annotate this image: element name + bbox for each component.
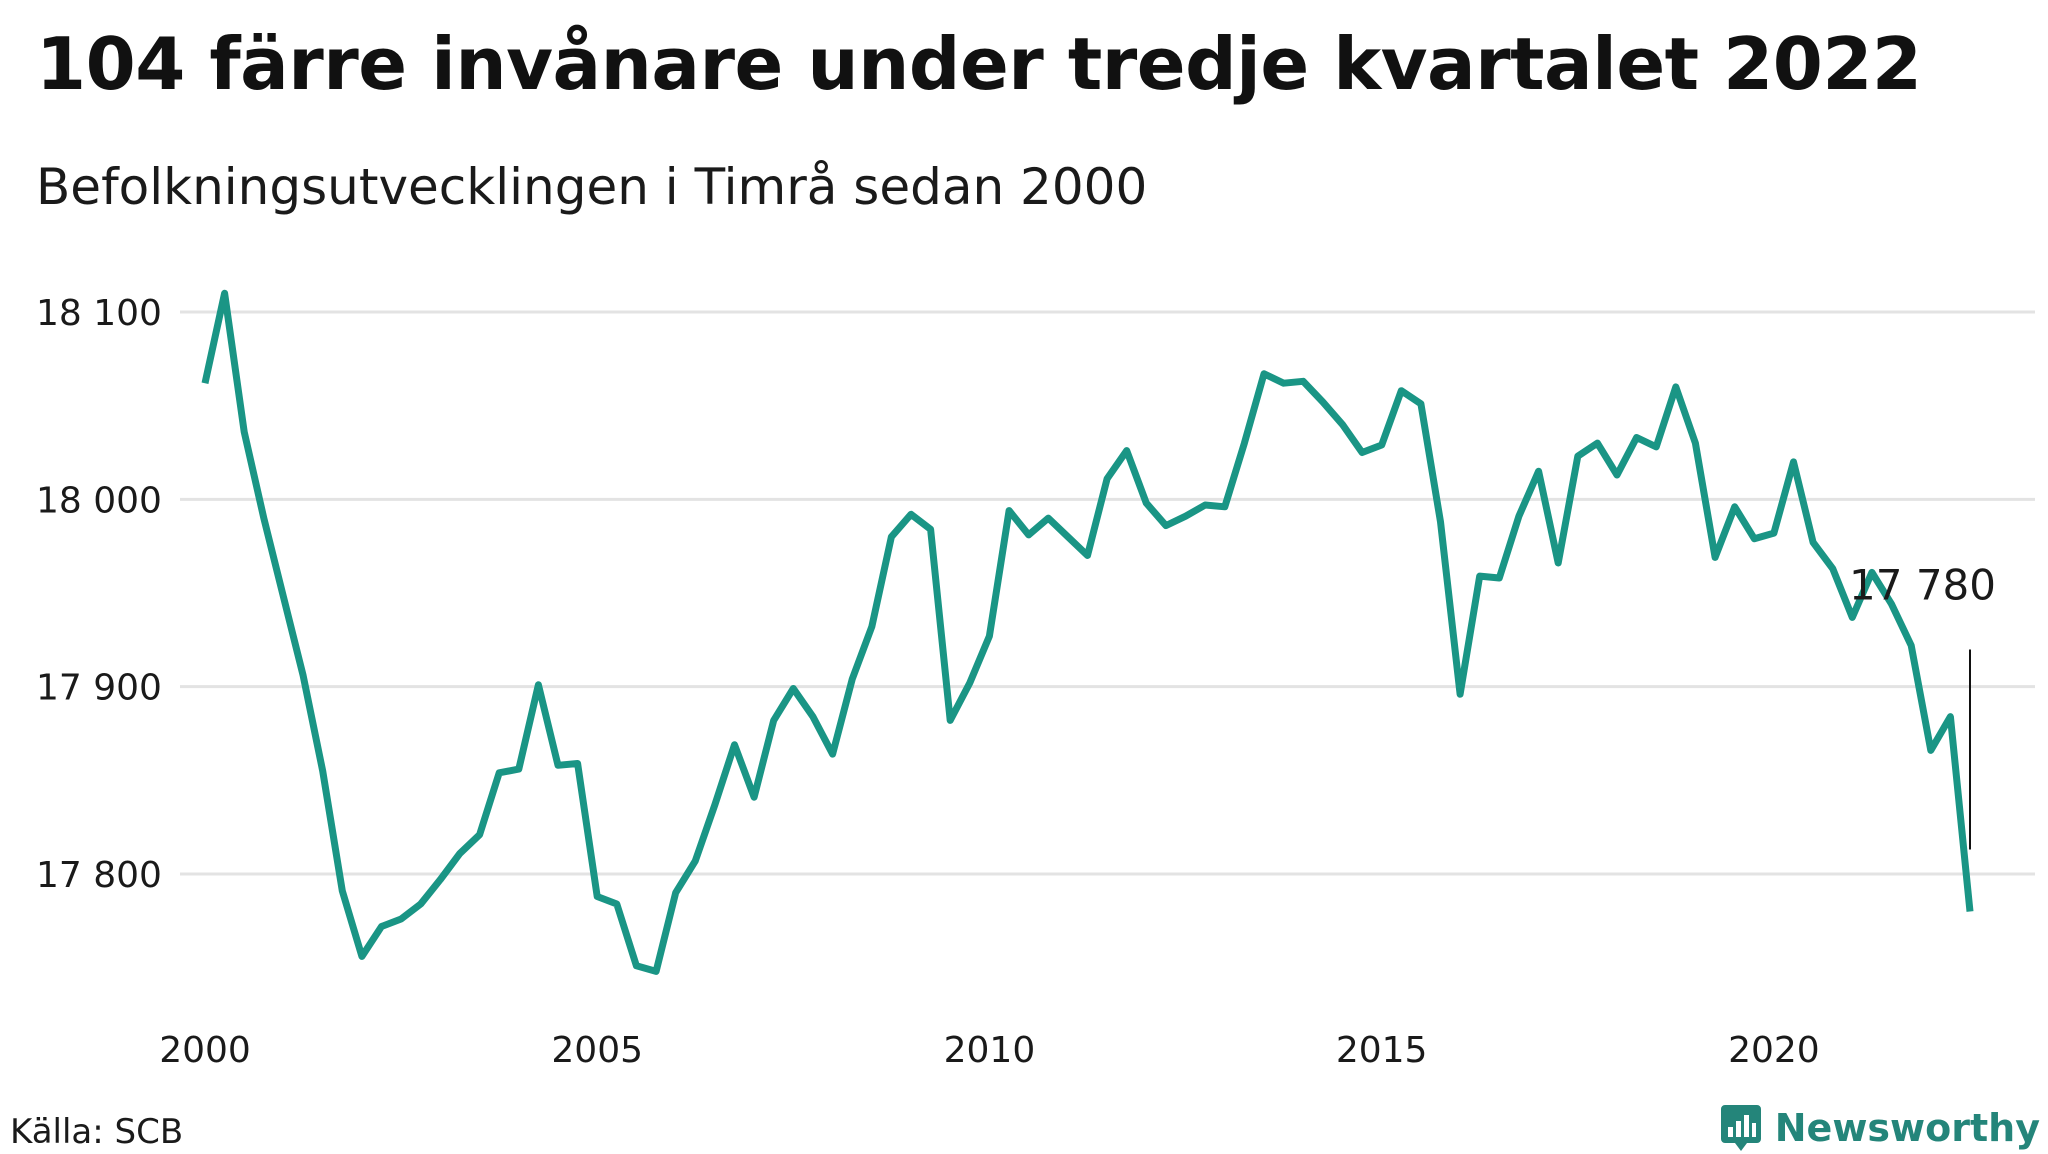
chart-title: 104 färre invånare under tredje kvartale… — [36, 22, 1922, 106]
series-lines — [201, 289, 1974, 975]
annotation-label: 17 780 — [1849, 560, 1996, 609]
y-tick-label: 18 100 — [36, 293, 162, 334]
y-axis-ticks: 17 800 17 900 18 000 18 100 — [36, 293, 162, 896]
y-tick-label: 18 000 — [36, 480, 162, 521]
series-line-0 — [201, 289, 1974, 975]
brand-name: Newsworthy — [1774, 1106, 2040, 1150]
y-tick-label: 17 800 — [36, 855, 162, 896]
brand-logo: Newsworthy — [1719, 1102, 2040, 1154]
annotations: 17 780 — [1849, 560, 1996, 850]
x-tick-label: 2020 — [1728, 1030, 1820, 1071]
x-tick-label: 2000 — [159, 1030, 251, 1071]
y-tick-label: 17 900 — [36, 668, 162, 709]
source-note: Källa: SCB — [10, 1112, 184, 1152]
x-axis-ticks: 2000 2005 2010 2015 2020 — [159, 1030, 1820, 1071]
newsworthy-logo-icon — [1720, 1105, 1761, 1151]
x-tick-label: 2005 — [551, 1030, 643, 1071]
chart-subtitle: Befolkningsutvecklingen i Timrå sedan 20… — [36, 158, 1148, 216]
x-tick-label: 2015 — [1336, 1030, 1428, 1071]
x-tick-label: 2010 — [944, 1030, 1036, 1071]
grid-lines — [180, 310, 2035, 876]
